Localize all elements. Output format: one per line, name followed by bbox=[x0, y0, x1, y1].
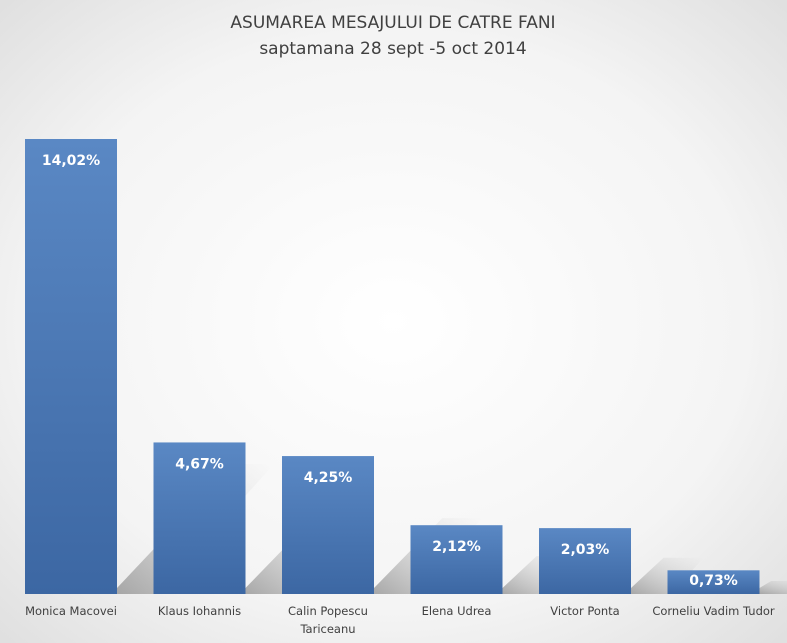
category-label: Monica Macovei bbox=[25, 604, 117, 618]
category-label: Klaus Iohannis bbox=[158, 604, 241, 618]
data-labels: 14,02% 4,67% 4,25% 2,12% 2,03% 0,73% bbox=[42, 153, 738, 589]
data-label: 0,73% bbox=[689, 573, 738, 589]
bar bbox=[282, 456, 374, 594]
category-label: Calin Popescu bbox=[288, 604, 368, 618]
bar-shadow bbox=[759, 580, 787, 594]
category-label: Victor Ponta bbox=[550, 604, 619, 618]
chart-title: ASUMAREA MESAJULUI DE CATRE FANI bbox=[230, 13, 555, 33]
bar bbox=[153, 442, 246, 594]
category-label: Corneliu Vadim Tudor bbox=[652, 604, 775, 618]
category-labels: Monica Macovei Klaus Iohannis Calin Popesc… bbox=[25, 604, 775, 636]
bar bbox=[25, 139, 117, 594]
data-label: 4,67% bbox=[175, 456, 224, 472]
chart-subtitle: saptamana 28 sept -5 oct 2014 bbox=[259, 39, 526, 59]
data-label: 2,03% bbox=[561, 542, 610, 558]
bar bbox=[667, 570, 760, 594]
bar bbox=[539, 528, 631, 594]
data-label: 4,25% bbox=[304, 470, 353, 486]
data-label: 2,12% bbox=[432, 539, 481, 555]
bars bbox=[25, 139, 760, 594]
bar-shadow bbox=[631, 557, 704, 594]
category-label: Tariceanu bbox=[299, 622, 355, 636]
data-label: 14,02% bbox=[42, 153, 100, 169]
category-label: Elena Udrea bbox=[422, 604, 492, 618]
bar bbox=[410, 525, 503, 594]
